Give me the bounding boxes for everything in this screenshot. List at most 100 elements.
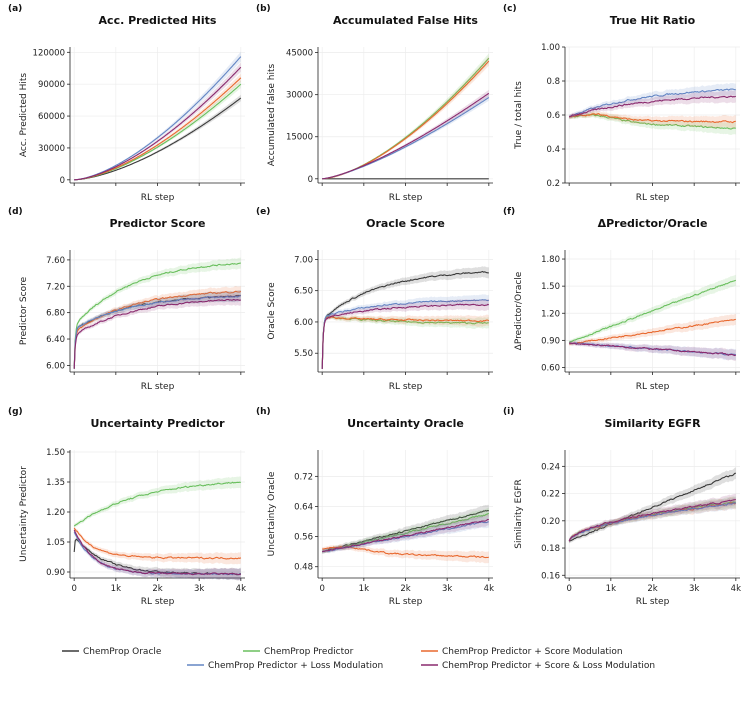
y-tick-label: 0.6 — [546, 111, 560, 121]
series-band — [322, 266, 489, 371]
series-line — [73, 481, 241, 527]
panel-label: (i) — [503, 407, 514, 417]
y-tick-label: 15000 — [286, 133, 313, 143]
x-tick-label: 3k — [689, 584, 699, 594]
panel-c: 0.2 0.4 0.6 0.8 1.00 True Hit Ratio (c) RL step… — [503, 4, 740, 203]
panel-label: (f) — [503, 207, 515, 217]
panel-g: 0.90 1.05 1.20 1.35 1.50 0 1k 2k 3k 4k Uncertainty… — [8, 407, 246, 607]
y-tick-label: 0.2 — [546, 179, 560, 189]
panel-title: True Hit Ratio — [610, 14, 696, 27]
panel-title: ΔPredictor/Oracle — [598, 217, 708, 230]
series-line — [73, 262, 241, 369]
series-line — [322, 92, 490, 180]
x-tick-label: 0 — [319, 584, 324, 594]
panel-f: 0.60 0.90 1.20 1.50 1.80 ΔPredictor/Oracle (f)… — [503, 207, 740, 392]
series-band — [74, 285, 241, 371]
x-tick-label: 1k — [111, 584, 121, 594]
y-tick-label: 0.16 — [541, 571, 560, 581]
series-line — [73, 290, 242, 369]
y-tick-label: 1.50 — [46, 448, 65, 458]
y-tick-label: 0.8 — [546, 77, 560, 87]
x-tick-label: 2k — [400, 584, 410, 594]
series-band — [74, 294, 241, 371]
y-tick-label: 1.20 — [46, 508, 65, 518]
series-line — [569, 113, 736, 130]
panel-title: Similarity EGFR — [604, 417, 701, 430]
series-band — [74, 528, 241, 581]
series-line — [73, 527, 242, 560]
y-axis-label: ΔPredictor/Oracle — [514, 271, 524, 350]
y-axis-label: Predictor Score — [19, 276, 29, 345]
panel-h: 0.48 0.56 0.64 0.72 0 1k 2k 3k 4k Uncertainty Ora… — [256, 407, 494, 607]
panel-label: (a) — [8, 4, 22, 14]
series-band — [569, 493, 736, 544]
panel-b: 0 15000 30000 45000 Accumulated False Hits (b… — [256, 4, 493, 203]
y-tick-label: 0.90 — [541, 336, 560, 346]
y-axis-label: True / total hits — [514, 81, 524, 150]
x-axis-label: RL step — [141, 597, 175, 607]
y-tick-label: 0.18 — [541, 544, 560, 554]
x-tick-label: 1k — [606, 584, 616, 594]
legend: ChemProp Oracle ChemProp Predictor ChemPro… — [62, 647, 655, 671]
y-axis-label: Acc. Predicted Hits — [19, 73, 29, 158]
panel-d: 6.00 6.40 6.80 7.20 7.60 Predictor Score (d) RL… — [8, 207, 245, 392]
series-band — [322, 314, 489, 371]
series-line — [74, 97, 242, 181]
series-band — [322, 298, 489, 371]
y-tick-label: 0.24 — [541, 462, 560, 472]
series-line — [569, 318, 736, 345]
series-line — [74, 56, 242, 181]
x-tick-label: 3k — [194, 584, 204, 594]
y-tick-label: 0.56 — [294, 533, 313, 543]
y-tick-label: 0.48 — [294, 563, 313, 573]
series-line — [569, 113, 736, 124]
y-axis-label: Similarity EGFR — [514, 479, 524, 549]
y-tick-label: 1.50 — [541, 282, 560, 292]
y-tick-label: 6.40 — [46, 335, 65, 345]
series-line — [321, 299, 490, 369]
y-tick-label: 6.00 — [294, 318, 313, 328]
y-tick-label: 30000 — [38, 144, 65, 154]
y-tick-label: 120000 — [33, 48, 65, 58]
panel-a: 0 30000 60000 90000 120000 Acc. Predicted Hit… — [8, 4, 245, 203]
y-tick-label: 0 — [60, 176, 65, 186]
legend-entry: ChemProp Predictor — [264, 647, 354, 657]
series-line — [568, 279, 737, 343]
legend-entry: ChemProp Predictor + Score Modulation — [442, 647, 623, 657]
y-tick-label: 60000 — [38, 112, 65, 122]
y-axis-label: Accumulated false hits — [267, 63, 277, 166]
series-line — [321, 316, 490, 369]
x-axis-label: RL step — [389, 193, 423, 203]
y-tick-label: 0.72 — [294, 472, 313, 482]
series-line — [568, 502, 737, 542]
panel-i: 0.16 0.18 0.20 0.22 0.24 0 1k 2k 3k 4k Similarity … — [503, 407, 741, 607]
y-tick-label: 1.80 — [541, 255, 560, 265]
y-tick-label: 0.4 — [546, 145, 560, 155]
y-tick-label: 6.50 — [294, 287, 313, 297]
x-tick-label: 2k — [647, 584, 657, 594]
y-tick-label: 6.80 — [46, 309, 65, 319]
panel-title: Predictor Score — [109, 217, 205, 230]
series-band — [74, 257, 241, 371]
y-tick-label: 5.50 — [294, 349, 313, 359]
series-line — [568, 498, 736, 542]
panel-label: (h) — [256, 407, 271, 417]
panel-label: (e) — [256, 207, 270, 217]
series-line — [73, 529, 241, 576]
panel-label: (d) — [8, 207, 23, 217]
y-tick-label: 7.00 — [294, 255, 313, 265]
series-band — [74, 537, 241, 581]
series-band — [74, 290, 241, 371]
x-tick-label: 3k — [442, 584, 452, 594]
x-tick-label: 0 — [566, 584, 571, 594]
legend-entry: ChemProp Predictor + Score & Loss Modula… — [442, 661, 655, 671]
y-tick-label: 0.20 — [541, 517, 560, 527]
x-axis-label: RL step — [636, 382, 670, 392]
series-band — [322, 294, 489, 371]
y-tick-label: 6.00 — [46, 361, 65, 371]
x-axis-label: RL step — [389, 382, 423, 392]
series-line — [569, 95, 737, 118]
y-tick-label: 30000 — [286, 91, 313, 101]
series-line — [322, 518, 489, 553]
x-axis-label: RL step — [141, 382, 175, 392]
